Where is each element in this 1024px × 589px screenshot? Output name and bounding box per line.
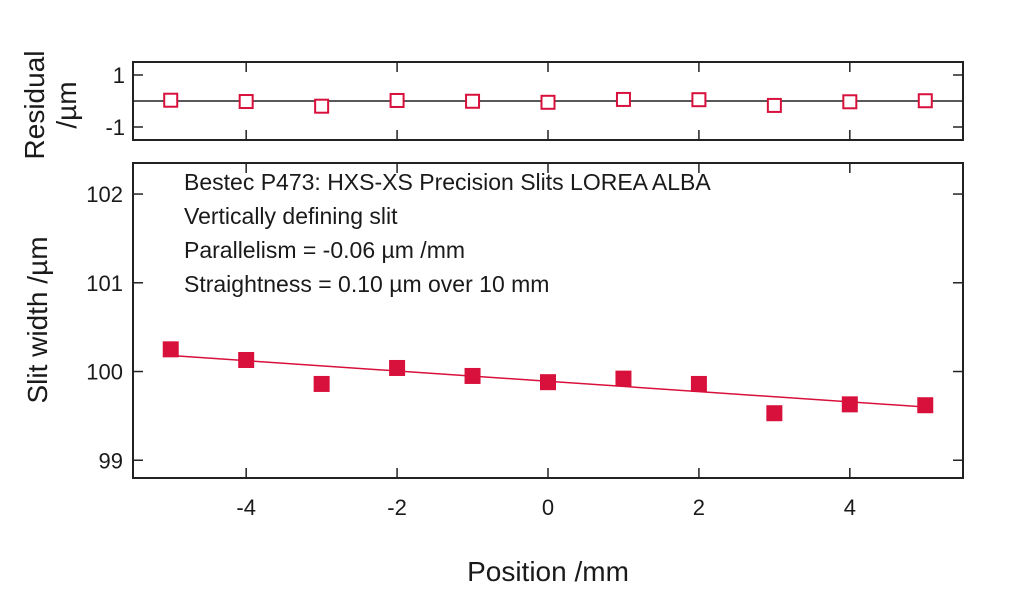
residual-point [465,93,481,109]
main-y-ticks: 99 100 101 102 [86,182,963,473]
annotation-line-3: Parallelism = -0.06 µm /mm [184,237,465,263]
main-x-tick-label: 4 [844,495,856,520]
annotation-line-2: Vertically defining slit [184,203,398,229]
main-y-tick-label: 99 [99,448,123,473]
annotation-line-4: Straightness = 0.10 µm over 10 mm [184,271,549,297]
main-point [238,351,255,368]
main-point [540,374,556,391]
main-x-tick-label: -2 [387,495,407,520]
residual-panel: 1 -1 Residual /µm [19,51,964,160]
main-point [464,367,481,384]
main-x-ticks: -4 -2 0 2 4 [236,163,856,520]
annotation-line-1: Bestec P473: HXS-XS Precision Slits LORE… [184,169,711,195]
main-point [389,359,406,376]
residual-y-axis-title-line1: Residual [19,51,50,160]
residual-y-tick-label: -1 [105,115,125,140]
main-point [766,405,783,422]
residual-points [163,91,933,114]
main-x-tick-label: 2 [693,495,705,520]
main-y-tick-label: 101 [86,271,123,296]
main-point [690,375,707,392]
main-point [917,397,934,414]
main-y-tick-label: 102 [86,182,123,207]
residual-point [691,92,707,108]
x-axis-title: Position /mm [467,556,629,587]
main-point [841,396,858,413]
main-point [313,375,330,392]
residual-y-tick-label: 1 [113,63,125,88]
annotation-block: Bestec P473: HXS-XS Precision Slits LORE… [184,169,711,297]
residual-point [238,94,254,110]
main-point [615,370,632,387]
main-x-tick-label: 0 [542,495,554,520]
residual-point [540,94,556,110]
main-y-tick-label: 100 [86,360,123,385]
residual-point [314,98,330,114]
main-point [162,341,179,358]
residual-point [766,97,782,113]
main-points [162,341,934,422]
residual-point [917,93,933,109]
residual-point [842,94,858,110]
residual-point [389,92,405,108]
residual-y-axis-title-line2: /µm [51,81,82,128]
main-x-tick-label: -4 [236,495,256,520]
residual-point [615,91,631,107]
main-y-axis-title: Slit width /µm [22,236,53,403]
residual-y-ticks: 1 -1 [105,62,963,140]
residual-point [163,92,179,108]
main-panel: 99 100 101 102 -4 -2 0 2 4 Bestec P473: HXS-XS … [22,162,964,587]
